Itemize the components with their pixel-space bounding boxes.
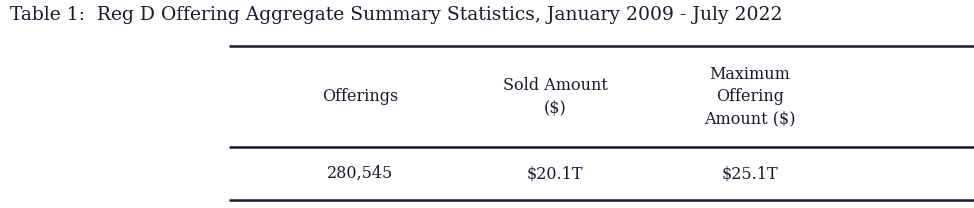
Text: Maximum
Offering
Amount ($): Maximum Offering Amount ($) <box>704 66 796 128</box>
Text: Offerings: Offerings <box>322 88 398 105</box>
Text: $20.1T: $20.1T <box>527 165 583 182</box>
Text: Sold Amount
($): Sold Amount ($) <box>503 77 608 116</box>
Text: $25.1T: $25.1T <box>722 165 778 182</box>
Text: Table 1:  Reg D Offering Aggregate Summary Statistics, January 2009 - July 2022: Table 1: Reg D Offering Aggregate Summar… <box>10 6 782 24</box>
Text: 280,545: 280,545 <box>327 165 393 182</box>
